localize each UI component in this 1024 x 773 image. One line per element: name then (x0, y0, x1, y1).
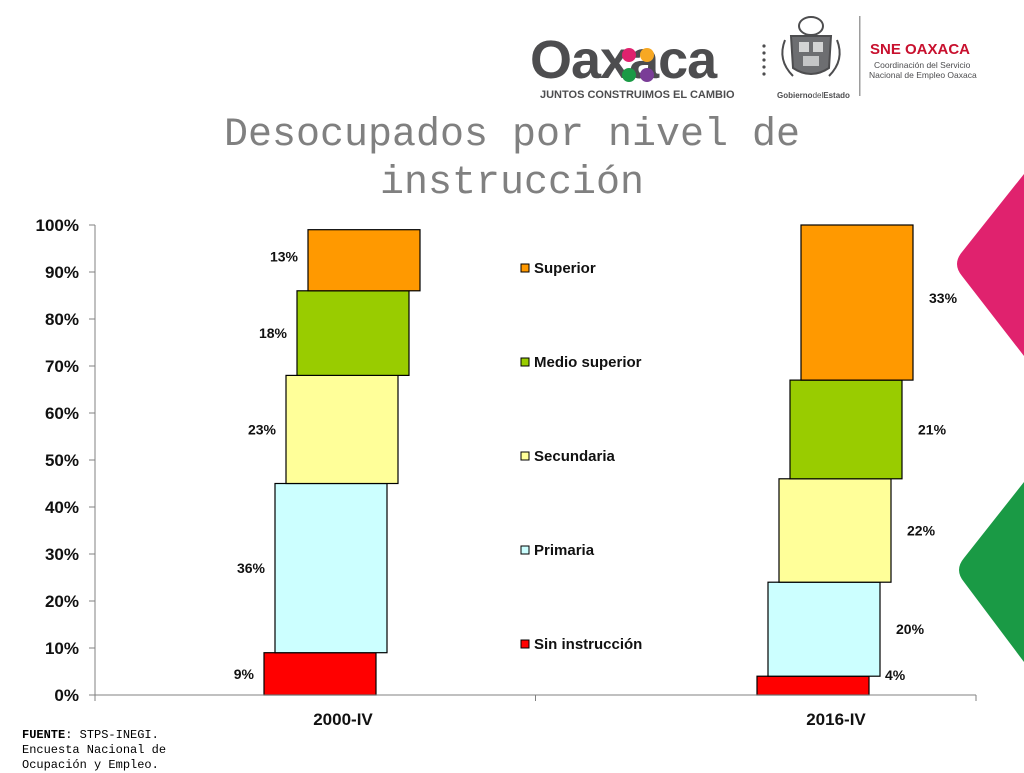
data-label: 13% (270, 249, 299, 265)
bar-segment (263, 652, 377, 696)
bar-segment (778, 478, 892, 583)
y-tick-label: 80% (45, 310, 79, 329)
sne-subtitle-line2: Nacional de Empleo Oaxaca (869, 70, 977, 80)
legend-swatch (520, 451, 530, 461)
sne-title: SNE OAXACA (870, 41, 970, 58)
y-tick-label: 40% (45, 498, 79, 517)
slide-title: Desocupados por nivel de instrucción (223, 113, 801, 206)
brand-slogan: JUNTOS CONSTRUIMOS EL CAMBIO (540, 89, 735, 101)
legend-label: Sin instrucción (534, 636, 642, 653)
legend-label: Secundaria (534, 448, 616, 465)
source-note: FUENTE: STPS-INEGI. Encuesta Nacional de… (22, 728, 212, 773)
y-tick-label: 90% (45, 263, 79, 282)
data-label: 21% (918, 421, 947, 437)
y-axis: 0% 10% 20% 30% 40% 50% 60% 70% 80% 90% 100% (36, 216, 96, 705)
y-tick-label: 10% (45, 639, 79, 658)
bar-segment (756, 675, 870, 696)
x-category-label: 2016-IV (806, 710, 866, 729)
legend-swatch (520, 545, 530, 555)
separator-dots (762, 44, 766, 76)
green-diamond-shape (959, 482, 1024, 662)
gobierno-label: GobiernodelEstado (777, 91, 850, 100)
decorative-shapes (957, 174, 1024, 662)
bar-segment (274, 482, 388, 654)
legend-swatch (520, 263, 530, 273)
y-tick-label: 100% (36, 216, 79, 235)
bar-segment (800, 224, 914, 381)
bar-segment (307, 229, 421, 292)
coat-of-arms-icon (781, 16, 841, 77)
data-label: 22% (907, 523, 936, 539)
y-tick-label: 30% (45, 545, 79, 564)
data-label: 20% (896, 621, 925, 637)
y-tick-label: 0% (54, 686, 79, 705)
x-axis: 2000-IV 2016-IV (94, 694, 977, 729)
data-label: 18% (259, 325, 288, 341)
legend-swatch (520, 357, 530, 367)
brand-x-symbol-icon (622, 48, 654, 82)
brand-logo-text: Oaxaca (530, 30, 718, 90)
source-label: FUENTE (22, 728, 66, 742)
legend: Superior Medio superior Secundaria Primaria… (520, 260, 642, 653)
y-tick-label: 20% (45, 592, 79, 611)
data-label: 4% (885, 667, 906, 683)
bar-segment (285, 374, 399, 485)
legend-swatch (520, 639, 530, 649)
data-label: 33% (929, 290, 958, 306)
x-category-label: 2000-IV (313, 710, 373, 729)
stacked-bar-chart: 0% 10% 20% 30% 40% 50% 60% 70% 80% 90% 100% 9% 36% 2… (36, 216, 977, 729)
legend-label: Primaria (534, 542, 595, 559)
y-tick-label: 70% (45, 357, 79, 376)
bar-segment (296, 290, 410, 377)
y-tick-label: 50% (45, 451, 79, 470)
legend-label: Medio superior (534, 354, 642, 371)
bars: 9% 36% 23% 18% 13% 4% 20% 22% 21% 33% (234, 224, 958, 696)
y-tick-label: 60% (45, 404, 79, 423)
pink-diamond-shape (957, 174, 1024, 356)
data-label: 23% (248, 421, 277, 437)
header-logos: Oaxaca JUNTOS CONSTRUIMOS EL CAMBIO Gobi… (528, 6, 978, 102)
bar-segment (789, 379, 903, 480)
sne-subtitle-line1: Coordinación del Servicio (874, 60, 971, 70)
data-label: 9% (234, 666, 255, 682)
bar-segment (767, 581, 881, 677)
data-label: 36% (237, 560, 266, 576)
logo-divider (859, 16, 861, 96)
legend-label: Superior (534, 260, 596, 277)
